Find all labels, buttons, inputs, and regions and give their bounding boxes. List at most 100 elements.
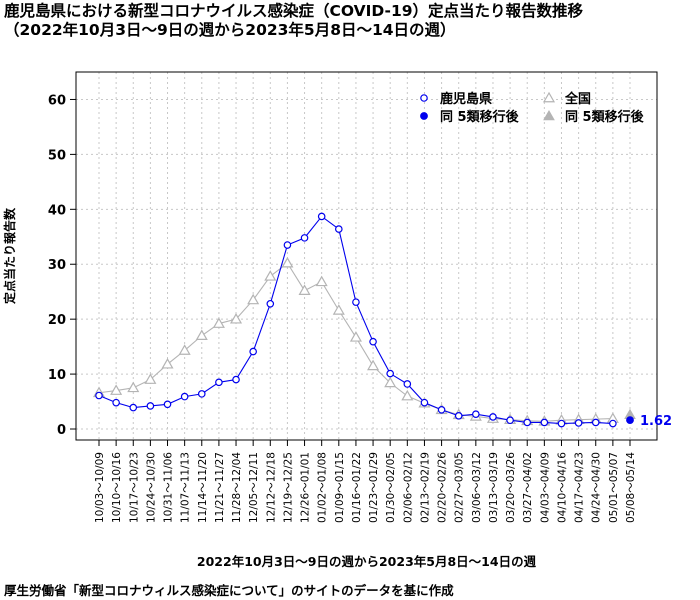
x-axis-label: 2022年10月3日〜9日の週から2023年5月8日〜14日の週: [197, 554, 537, 569]
x-tick-label: 01/02〜01/08: [317, 452, 329, 523]
data-point: [540, 418, 549, 427]
x-tick-label: 12/12〜12/18: [265, 452, 277, 523]
x-tick-label: 01/23〜01/29: [368, 452, 380, 523]
x-tick-label: 03/13〜03/19: [488, 452, 500, 523]
x-tick-label: 04/03〜04/09: [539, 452, 551, 523]
data-point: [281, 256, 294, 268]
data-point: [317, 212, 326, 221]
data-point: [300, 234, 309, 242]
data-point: [127, 381, 140, 393]
data-point: [215, 378, 223, 387]
data-point: [523, 418, 532, 427]
x-tick-label: 12/26〜01/01: [300, 452, 312, 523]
x-tick-label: 10/17〜10/23: [128, 452, 140, 523]
data-point: [332, 304, 345, 315]
x-tick-label: 04/17〜04/23: [574, 452, 586, 523]
data-point: [180, 392, 189, 401]
data-point: [95, 391, 103, 400]
data-point: [472, 410, 480, 418]
data-point: [437, 405, 446, 414]
data-point: [298, 284, 311, 295]
x-tick-label: 12/19〜12/25: [282, 452, 294, 523]
x-tick-label: 03/27〜04/02: [522, 452, 534, 523]
data-point: [315, 275, 328, 287]
y-tick-label: 60: [48, 93, 66, 108]
data-point: [112, 398, 120, 407]
data-point: [146, 402, 155, 410]
data-point: [197, 390, 206, 398]
data-point: [403, 380, 412, 388]
data-point: [489, 413, 497, 421]
legend-marker: [420, 112, 428, 120]
series-1: [626, 416, 634, 425]
data-point: [266, 299, 275, 308]
x-tick-label: 11/28〜12/04: [231, 452, 243, 523]
data-point: [384, 376, 397, 388]
x-tick-label: 04/10〜04/16: [556, 452, 568, 523]
data-point: [401, 389, 414, 401]
x-axis: 10/03〜10/09 10/10〜10/16 10/17〜10/23 10/24〜1…: [94, 440, 637, 523]
legend-label: 同 5類移行後: [565, 109, 645, 125]
x-tick-label: 01/30〜02/05: [385, 452, 397, 523]
legend-marker: [420, 94, 428, 102]
data-point: [178, 344, 191, 355]
grid-lines: [76, 72, 657, 440]
x-tick-label: 10/31〜11/06: [163, 452, 175, 523]
latest-value-label: 1.62: [640, 414, 672, 429]
chart-title: 鹿児島県における新型コロナウイルス感染症（COVID-19）定点当たり報告数推移…: [4, 2, 583, 40]
x-tick-label: 10/10〜10/16: [111, 452, 123, 523]
data-point: [247, 293, 260, 305]
x-tick-label: 03/20〜03/26: [505, 452, 517, 523]
series-group: [92, 212, 636, 428]
x-tick-label: 04/24〜04/30: [591, 452, 603, 523]
data-point: [557, 419, 566, 428]
data-point: [574, 419, 583, 427]
x-tick-label: 12/05〜12/11: [248, 452, 260, 523]
data-point: [129, 403, 138, 412]
data-point: [352, 298, 360, 306]
data-point: [367, 359, 380, 371]
data-point: [626, 416, 634, 425]
title-line-1: 鹿児島県における新型コロナウイルス感染症（COVID-19）定点当たり報告数推移: [4, 2, 584, 20]
y-tick-label: 20: [48, 313, 66, 328]
x-tick-label: 02/27〜03/05: [454, 452, 466, 523]
x-tick-label: 10/03〜10/09: [94, 452, 106, 523]
legend-marker: [543, 109, 555, 121]
y-axis: 0 10 20 30 40 50 60: [48, 93, 76, 438]
data-point: [163, 400, 172, 409]
data-point: [335, 225, 343, 233]
x-tick-label: 02/20〜02/26: [437, 452, 449, 523]
data-point: [195, 329, 208, 340]
x-tick-label: 11/14〜11/20: [197, 452, 209, 523]
y-axis-label: 定点当たり報告数: [2, 207, 17, 304]
data-point: [144, 373, 157, 384]
data-point: [110, 384, 123, 395]
plot-area: [75, 71, 658, 441]
data-point: [264, 270, 277, 281]
x-tick-label: 10/24〜10/30: [145, 452, 157, 523]
data-point: [454, 412, 463, 420]
data-point: [609, 419, 617, 428]
data-point: [161, 357, 174, 369]
x-tick-label: 01/09〜01/15: [334, 452, 346, 523]
data-point: [349, 331, 362, 342]
data-point: [420, 398, 429, 407]
legend-marker: [542, 91, 556, 103]
series-0: [95, 212, 617, 428]
x-tick-label: 02/13〜02/19: [419, 452, 431, 523]
data-point: [369, 337, 377, 346]
data-point: [212, 317, 225, 328]
y-tick-label: 30: [48, 258, 66, 273]
x-tick-label: 03/06〜03/12: [471, 452, 483, 523]
x-tick-label: 02/06〜02/12: [402, 452, 414, 523]
x-tick-label: 05/01〜05/07: [608, 452, 620, 523]
x-tick-label: 11/07〜11/13: [180, 452, 192, 523]
legend-label: 鹿児島県: [440, 91, 492, 107]
data-point: [283, 241, 292, 249]
legend: 鹿児島県 全国同 5類移行後 同 5類移行後: [420, 91, 645, 125]
source-note: 厚生労働省「新型コロナウィルス感染症について」のサイトのデータを基に作成: [4, 583, 454, 598]
x-tick-label: 11/21〜11/27: [214, 452, 226, 523]
legend-label: 全国: [564, 91, 591, 107]
data-point: [591, 418, 600, 427]
